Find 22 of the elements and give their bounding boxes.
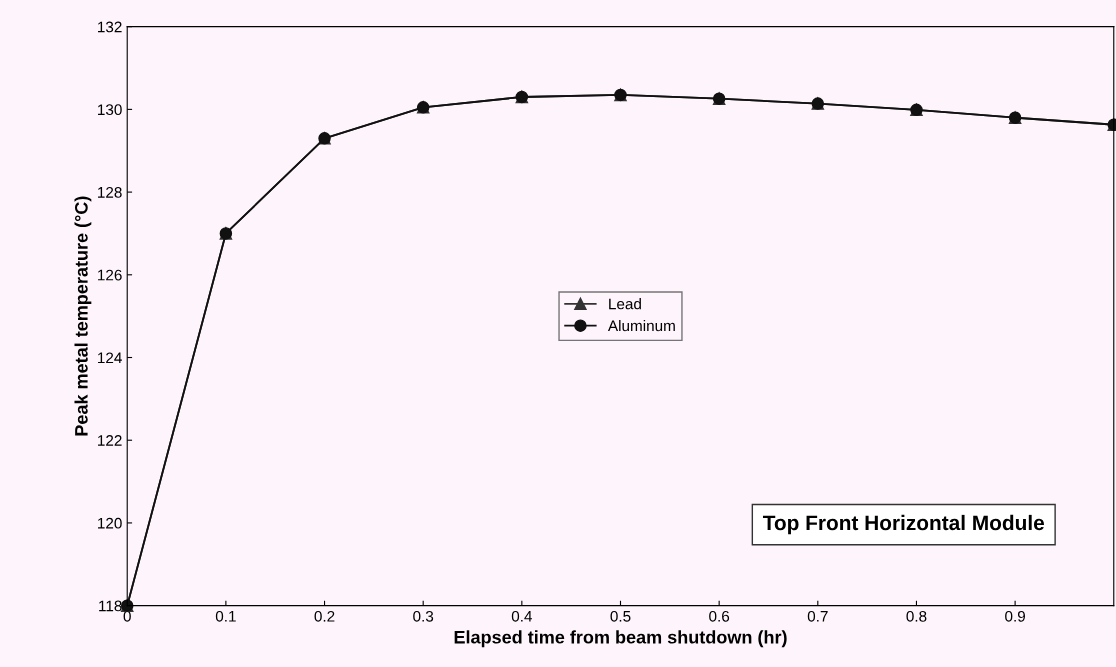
y-tick-label: 122 xyxy=(98,435,122,446)
y-tick-label: 126 xyxy=(98,269,122,281)
x-tick-label: 0.7 xyxy=(807,610,828,622)
x-tick-label: 0.8 xyxy=(906,610,927,622)
y-tick-label: 130 xyxy=(98,104,122,116)
x-tick-label: 0.9 xyxy=(1005,610,1026,622)
y-tick-label: 124 xyxy=(98,352,122,364)
x-tick-label: 0.1 xyxy=(215,610,236,622)
x-tick-label: 0.4 xyxy=(511,610,533,622)
x-axis-title: Elapsed time from beam shutdown (hr) xyxy=(454,630,787,648)
legend-label: Lead xyxy=(609,298,641,310)
annotation: Top Front Horizontal Module xyxy=(762,514,1045,535)
x-tick-label: 0.2 xyxy=(314,610,335,622)
x-tick-label: 0.6 xyxy=(709,610,730,622)
y-tick-label: 120 xyxy=(98,517,122,529)
legend-label: Aluminum xyxy=(607,319,675,332)
y-tick-label: 118 xyxy=(99,600,122,612)
y-tick-label: 128 xyxy=(98,186,122,198)
x-tick-label: 0.5 xyxy=(610,610,631,622)
x-tick-label: 0.3 xyxy=(413,610,434,622)
y-tick-label: 132 xyxy=(98,21,122,33)
y-axis-title: Peak metal temperature (°C) xyxy=(74,196,92,436)
